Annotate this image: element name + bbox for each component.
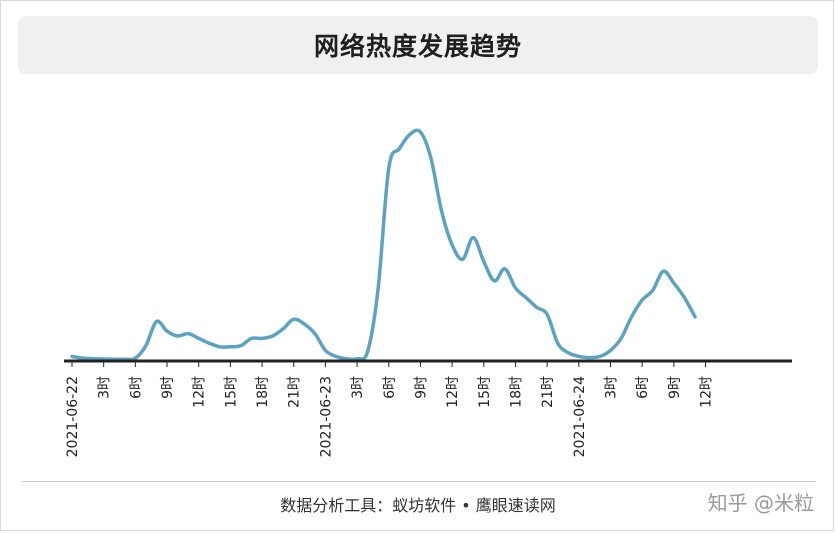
x-tick-label: 12时: [699, 376, 715, 408]
x-tick-label: 6时: [635, 376, 651, 399]
x-tick-label: 18时: [509, 376, 525, 408]
x-tick-label: 6时: [128, 376, 144, 399]
x-tick-label: 21时: [540, 376, 556, 408]
x-tick-label: 2021-06-23: [318, 376, 334, 457]
x-tick-label: 9时: [160, 376, 176, 399]
title-bar: 网络热度发展趋势: [18, 16, 818, 74]
x-tick-label: 15时: [477, 376, 493, 408]
x-tick-label: 2021-06-22: [65, 376, 81, 457]
series-line: [70, 128, 697, 362]
footer-divider: [22, 481, 816, 482]
x-tick-label: 3时: [97, 376, 113, 399]
chart-title: 网络热度发展趋势: [313, 32, 522, 61]
x-tick-label: 6时: [382, 376, 398, 399]
x-tick-label: 9时: [667, 376, 683, 399]
x-tick-label: 15时: [223, 376, 239, 408]
x-tick-label: 18时: [255, 376, 271, 408]
x-tick-label: 12时: [192, 376, 208, 408]
watermark: 知乎 @米粒: [707, 491, 814, 515]
x-tick-label: 3时: [350, 376, 366, 399]
x-tick-label: 2021-06-24: [572, 376, 588, 457]
x-tick-label: 9时: [413, 376, 429, 399]
data-source-label: 数据分析工具：蚁坊软件 • 鹰眼速读网: [280, 496, 556, 515]
x-tick-label: 3时: [604, 376, 620, 399]
x-tick-label: 21时: [287, 376, 303, 408]
x-tick-label: 12时: [445, 376, 461, 408]
